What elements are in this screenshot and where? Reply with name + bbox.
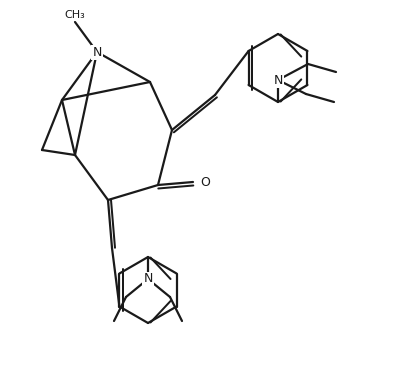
Text: N: N [143,273,153,285]
Text: N: N [273,73,283,87]
Text: N: N [93,46,102,59]
Text: CH₃: CH₃ [65,10,85,20]
Text: O: O [200,176,210,188]
